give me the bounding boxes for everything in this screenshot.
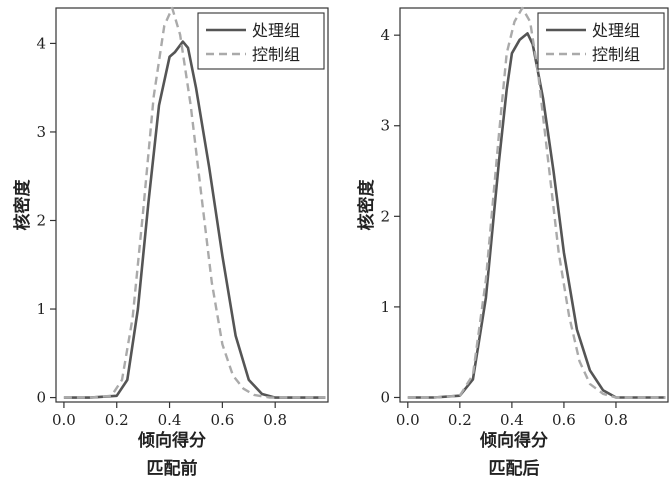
y-tick-label: 1 [36,300,46,318]
y-tick-label: 3 [380,117,390,135]
x-tick-label: 0.6 [552,411,576,429]
x-tick-label: 0.4 [500,411,524,429]
series-line-control [407,6,666,399]
y-tick-label: 1 [380,298,390,316]
y-axis-label: 核密度 [12,179,33,231]
x-axis-label: 倾向得分 [479,430,548,451]
series-line-treated [407,32,666,399]
y-tick-label: 0 [380,388,390,406]
x-axis-label: 倾向得分 [137,430,206,451]
x-tick-label: 0.2 [448,411,472,429]
y-tick-label: 4 [36,34,46,52]
x-tick-label: 0.2 [105,411,129,429]
y-tick-label: 0 [36,389,46,407]
x-tick-label: 0.0 [396,411,420,429]
y-axis-label: 核密度 [356,179,377,231]
x-tick-label: 0.0 [52,411,76,429]
x-tick-label: 0.4 [158,411,182,429]
legend-label-treated: 处理组 [252,21,300,40]
legend-box [537,12,665,70]
x-tick-label: 0.8 [263,411,287,429]
x-tick-label: 0.6 [210,411,234,429]
legend-label-treated: 处理组 [592,21,640,40]
y-tick-label: 3 [36,123,46,141]
plot-frame [399,7,669,403]
legend-label-control: 控制组 [252,45,300,64]
legend-box [197,12,325,70]
y-tick-label: 4 [380,26,390,44]
y-tick-label: 2 [380,207,390,225]
panel-subtitle: 匹配后 [489,459,540,479]
plot-frame [55,7,329,403]
y-tick-label: 2 [36,211,46,229]
x-tick-label: 0.8 [604,411,628,429]
legend-label-control: 控制组 [592,45,640,64]
panel-subtitle: 匹配前 [147,458,198,479]
series-line-treated [63,40,326,399]
